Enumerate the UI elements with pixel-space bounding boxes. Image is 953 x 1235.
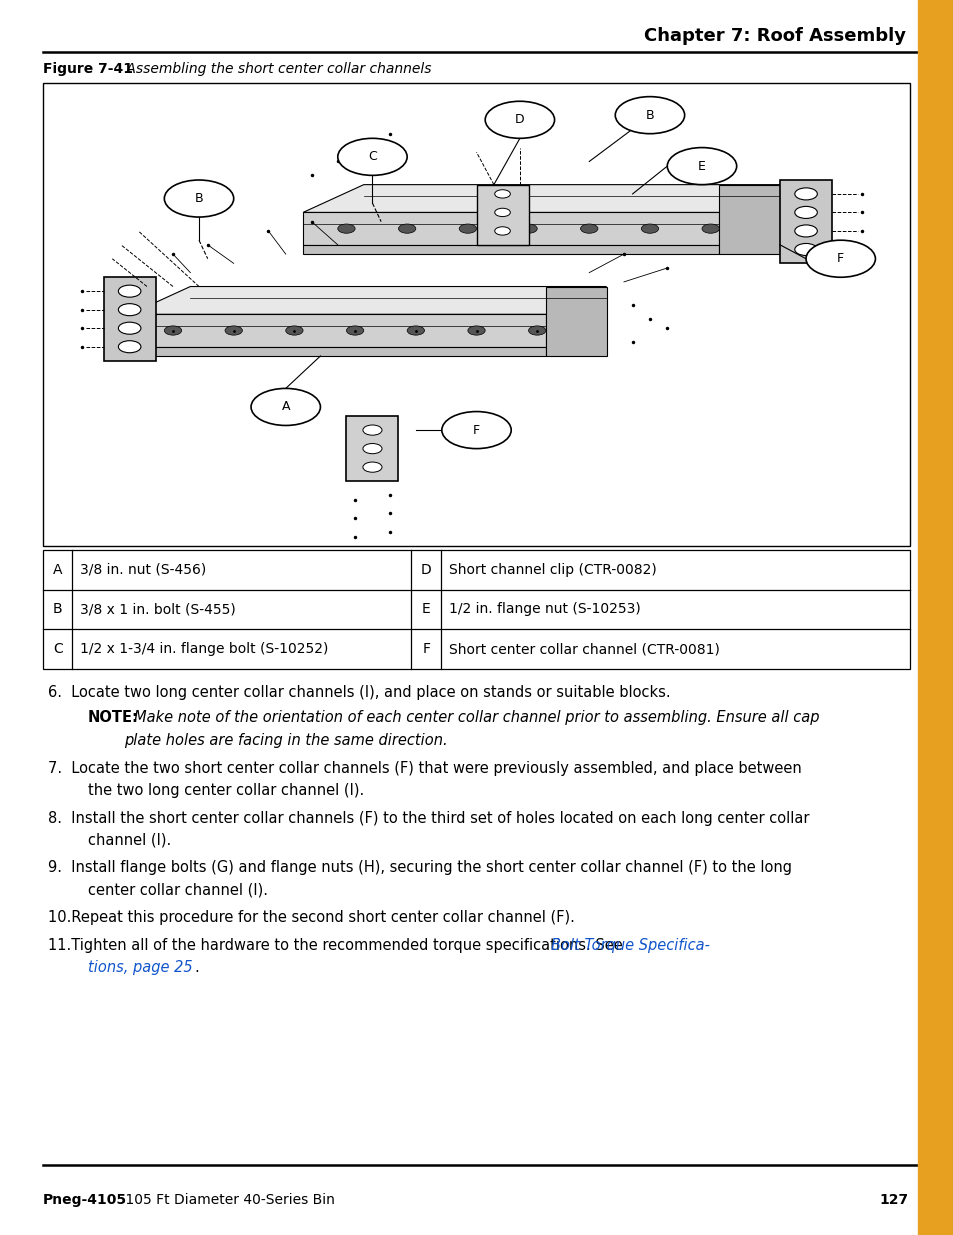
Text: F: F	[422, 642, 430, 657]
Text: 1/2 x 1-3/4 in. flange bolt (S-10252): 1/2 x 1-3/4 in. flange bolt (S-10252)	[80, 642, 328, 657]
Text: channel (I).: channel (I).	[88, 832, 171, 847]
Polygon shape	[104, 278, 155, 361]
Text: F: F	[837, 252, 843, 266]
Text: F: F	[473, 424, 479, 437]
Bar	[43, 550, 909, 669]
Text: plate holes are facing in the same direction.: plate holes are facing in the same direc…	[124, 734, 447, 748]
Circle shape	[495, 209, 510, 216]
Text: B: B	[645, 109, 654, 122]
Text: D: D	[515, 114, 524, 126]
Polygon shape	[476, 184, 528, 245]
Circle shape	[362, 462, 381, 472]
Text: C: C	[52, 642, 63, 657]
Circle shape	[805, 240, 875, 277]
Text: D: D	[420, 562, 431, 577]
Text: Short channel clip (CTR-0082): Short channel clip (CTR-0082)	[448, 562, 656, 577]
Text: .: .	[194, 960, 199, 974]
Circle shape	[225, 326, 242, 335]
Polygon shape	[719, 184, 780, 254]
Circle shape	[519, 224, 537, 233]
Circle shape	[118, 322, 141, 335]
Polygon shape	[130, 287, 606, 314]
Circle shape	[251, 388, 320, 425]
Polygon shape	[130, 347, 545, 356]
Circle shape	[794, 188, 817, 200]
Circle shape	[580, 224, 598, 233]
Polygon shape	[303, 245, 719, 254]
Text: A: A	[52, 562, 62, 577]
Text: 3/8 x 1 in. bolt (S-455): 3/8 x 1 in. bolt (S-455)	[80, 603, 235, 616]
Circle shape	[164, 180, 233, 217]
Text: Short center collar channel (CTR-0081): Short center collar channel (CTR-0081)	[448, 642, 719, 657]
Circle shape	[495, 190, 510, 198]
Circle shape	[794, 206, 817, 219]
Polygon shape	[346, 416, 398, 480]
Circle shape	[362, 443, 381, 453]
Text: Chapter 7: Roof Assembly: Chapter 7: Roof Assembly	[643, 27, 905, 44]
Circle shape	[118, 341, 141, 353]
Circle shape	[164, 326, 181, 335]
Text: 1/2 in. flange nut (S-10253): 1/2 in. flange nut (S-10253)	[448, 603, 639, 616]
Text: C: C	[368, 151, 376, 163]
Text: 8.  Install the short center collar channels (F) to the third set of holes locat: 8. Install the short center collar chann…	[48, 811, 808, 826]
Text: 127: 127	[919, 1193, 951, 1208]
Circle shape	[467, 326, 485, 335]
Text: 7.  Locate the two short center collar channels (F) that were previously assembl: 7. Locate the two short center collar ch…	[48, 761, 801, 776]
Text: B: B	[52, 603, 62, 616]
Circle shape	[441, 411, 511, 448]
Bar	[43, 83, 909, 546]
Circle shape	[398, 224, 416, 233]
Circle shape	[640, 224, 658, 233]
Circle shape	[362, 425, 381, 435]
Circle shape	[337, 224, 355, 233]
Circle shape	[407, 326, 424, 335]
Circle shape	[458, 224, 476, 233]
Text: 6.  Locate two long center collar channels (I), and place on stands or suitable : 6. Locate two long center collar channel…	[48, 685, 670, 700]
Text: the two long center collar channel (I).: the two long center collar channel (I).	[88, 783, 364, 798]
Text: 9.  Install flange bolts (G) and flange nuts (H), securing the short center coll: 9. Install flange bolts (G) and flange n…	[48, 861, 791, 876]
Text: 10.Repeat this procedure for the second short center collar channel (F).: 10.Repeat this procedure for the second …	[48, 910, 574, 925]
Circle shape	[528, 326, 545, 335]
Circle shape	[615, 96, 684, 133]
Circle shape	[701, 224, 719, 233]
Text: Figure 7-41: Figure 7-41	[43, 62, 132, 77]
Polygon shape	[780, 180, 831, 263]
Text: 105 Ft Diameter 40-Series Bin: 105 Ft Diameter 40-Series Bin	[121, 1193, 335, 1208]
Text: tions, page 25: tions, page 25	[88, 960, 193, 974]
Text: B: B	[194, 191, 203, 205]
Circle shape	[485, 101, 554, 138]
Circle shape	[495, 227, 510, 235]
Polygon shape	[130, 314, 545, 347]
Text: 3/8 in. nut (S-456): 3/8 in. nut (S-456)	[80, 562, 206, 577]
Text: Make note of the orientation of each center collar channel prior to assembling. : Make note of the orientation of each cen…	[133, 710, 819, 725]
Text: E: E	[421, 603, 430, 616]
Text: Assembling the short center collar channels: Assembling the short center collar chann…	[122, 62, 431, 77]
Text: 11.Tighten all of the hardware to the recommended torque specifications. See: 11.Tighten all of the hardware to the re…	[48, 939, 626, 953]
Circle shape	[118, 304, 141, 316]
Text: Pneg-4105: Pneg-4105	[43, 1193, 127, 1208]
Circle shape	[794, 243, 817, 256]
Text: NOTE:: NOTE:	[88, 710, 138, 725]
Polygon shape	[303, 184, 780, 212]
Polygon shape	[303, 212, 719, 245]
Text: center collar channel (I).: center collar channel (I).	[88, 882, 268, 897]
Bar	[917, 0, 953, 1235]
Circle shape	[118, 285, 141, 298]
Circle shape	[794, 225, 817, 237]
Circle shape	[666, 147, 736, 184]
Circle shape	[346, 326, 363, 335]
Text: A: A	[281, 400, 290, 414]
Circle shape	[337, 138, 407, 175]
Text: E: E	[698, 159, 705, 173]
Text: Bolt Torque Specifica-: Bolt Torque Specifica-	[551, 939, 710, 953]
Circle shape	[286, 326, 303, 335]
Polygon shape	[545, 287, 606, 356]
Text: 127: 127	[878, 1193, 907, 1208]
